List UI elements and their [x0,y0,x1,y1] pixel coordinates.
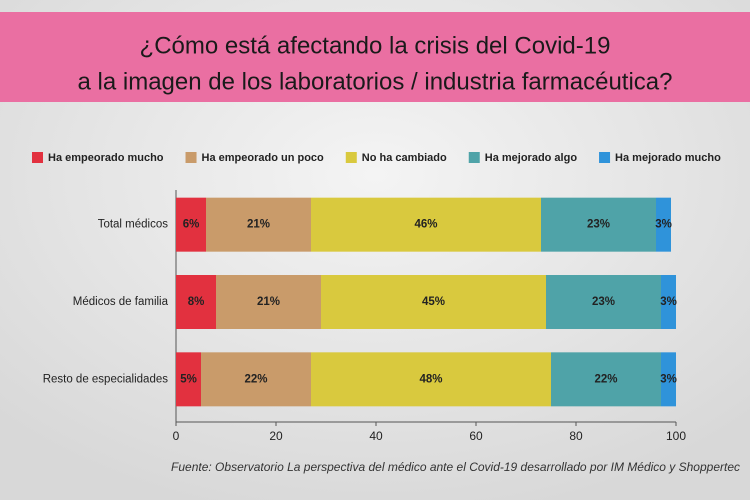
chart-title: ¿Cómo está afectando la crisis del Covid… [140,32,611,59]
legend-label: Ha empeorado mucho [48,152,164,164]
bar-segment [311,197,541,252]
legend-swatch [185,152,197,163]
value-label: 48% [419,373,442,385]
legend-swatch [468,152,480,163]
chart-title: a la imagen de los laboratorios / indust… [78,68,673,95]
value-label: 3% [660,296,677,308]
bar-segment [176,352,201,407]
bar-segment [311,352,551,407]
legend-label: Ha mejorado algo [485,152,578,164]
bar-segment [546,275,661,329]
legend-swatch [599,152,611,163]
x-tick-label: 0 [173,429,180,443]
value-label: 23% [592,296,615,308]
y-tick-label: Total médicos [98,219,169,231]
value-label: 22% [594,373,617,385]
y-tick-label: Resto de especialidades [43,373,169,385]
value-label: 21% [257,296,280,308]
value-label: 22% [244,373,267,385]
source-note: Fuente: Observatorio La perspectiva del … [171,460,740,474]
x-tick-label: 20 [269,429,283,443]
x-tick-label: 80 [569,429,583,443]
bar-segment [551,352,661,407]
x-tick-label: 40 [369,429,383,443]
legend-label: No ha cambiado [362,152,447,164]
bar-segment [541,197,656,252]
title-banner [0,12,750,102]
bar-segment [661,352,676,407]
value-label: 23% [587,219,610,231]
value-label: 21% [247,219,270,231]
value-label: 45% [422,296,445,308]
bar-segment [206,197,311,252]
value-label: 3% [655,219,672,231]
y-tick-label: Médicos de familia [73,296,169,308]
bar-segment [176,197,206,252]
bar-segment [656,197,671,252]
bar-segment [321,275,546,329]
bar-segment [661,275,676,329]
bar-segment [176,275,216,329]
value-label: 8% [188,296,205,308]
legend-label: Ha mejorado mucho [615,152,721,164]
value-label: 3% [660,373,677,385]
bar-segment [216,275,321,329]
legend-label: Ha empeorado un poco [202,152,325,164]
bar-segment [201,352,311,407]
value-label: 5% [180,373,197,385]
legend-swatch [32,152,43,163]
value-label: 46% [414,219,437,231]
x-tick-label: 60 [469,429,483,443]
value-label: 6% [183,219,200,231]
x-tick-label: 100 [666,429,686,443]
legend-swatch [345,152,357,163]
